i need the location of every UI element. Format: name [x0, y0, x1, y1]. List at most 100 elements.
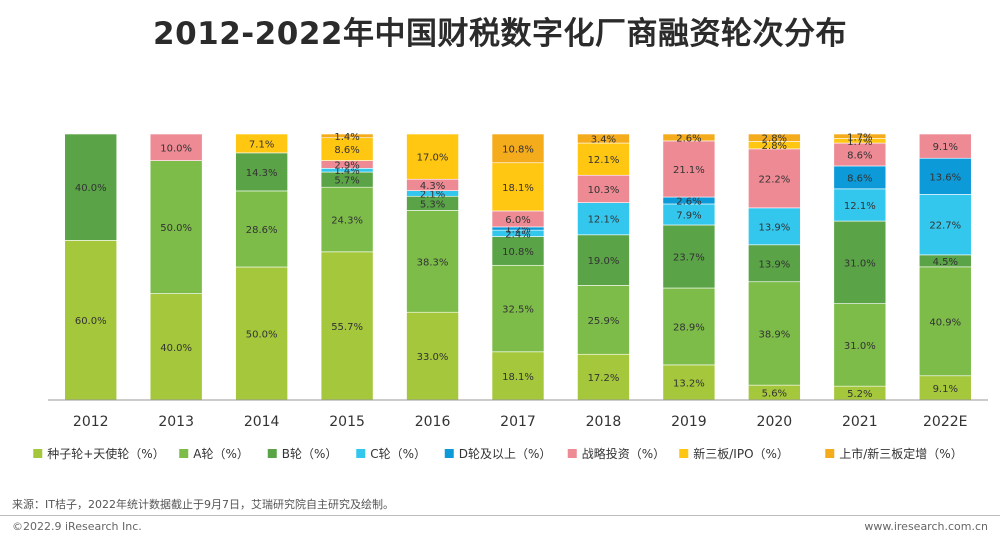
bar-segment-2018-1 [577, 285, 630, 355]
data-label-2022E-0: 9.1% [933, 384, 958, 395]
bar-segment-2020-1 [748, 281, 801, 386]
data-label-2013-5: 10.0% [160, 143, 192, 154]
bar-segment-2019-1 [662, 287, 716, 366]
legend-label-3: C轮（%） [370, 447, 426, 461]
bar-segment-2017-7 [491, 133, 545, 164]
data-label-2017-6: 18.1% [502, 183, 534, 194]
bar-segment-2018-5 [577, 174, 630, 203]
data-label-2019-3: 7.9% [676, 210, 701, 221]
bar-segment-2013-0 [149, 293, 203, 401]
data-label-2017-2: 10.8% [502, 247, 534, 258]
data-label-2021-1: 31.0% [844, 341, 876, 352]
legend-swatch-5 [567, 449, 577, 458]
source-note: 来源：IT桔子，2022年统计数据截止于9月7日，艾瑞研究院自主研究及绘制。 [12, 498, 394, 511]
x-tick-label-2016: 2016 [415, 414, 451, 430]
legend-swatch-1 [179, 449, 189, 458]
data-label-2019-1: 28.9% [673, 322, 705, 333]
data-label-2017-0: 18.1% [502, 372, 534, 383]
bar-segment-2021-7 [833, 133, 887, 139]
legend-label-0: 种子轮+天使轮（%） [47, 446, 164, 461]
data-label-2017-4: 1.2% [505, 225, 530, 236]
legend-label-4: D轮及以上（%） [459, 447, 552, 461]
data-label-2018-0: 17.2% [588, 373, 620, 384]
bar-segment-2015-1 [320, 186, 374, 253]
bar-segment-2019-2 [662, 224, 716, 289]
data-label-2020-5: 22.2% [758, 174, 790, 185]
data-label-2016-1: 38.3% [417, 257, 449, 268]
bar-segment-2016-0 [406, 311, 459, 401]
data-label-2019-0: 13.2% [673, 378, 705, 389]
bar-segment-2013-5 [149, 133, 203, 161]
website-link[interactable]: www.iresearch.com.cn [864, 520, 988, 533]
data-label-2018-5: 10.3% [588, 185, 620, 196]
x-tick-label-2022E: 2022E [923, 414, 967, 430]
bar-segment-2013-1 [149, 160, 203, 294]
data-label-2012-0: 60.0% [75, 316, 107, 327]
stacked-bar-chart: 60.0% 40.0% 40.0% 50.0% 10.0% 50.0% 28.6% 14.3%… [33, 132, 988, 461]
data-label-2018-1: 25.9% [588, 316, 620, 327]
bar-segment-2020-2 [748, 244, 801, 283]
data-label-2015-2: 5.7% [334, 176, 359, 187]
data-label-2020-6: 2.8% [762, 141, 787, 152]
data-label-2021-6: 1.7% [847, 137, 872, 148]
x-tick-label-2018: 2018 [586, 414, 622, 430]
bar-segment-2015-7 [320, 133, 374, 139]
data-label-2016-6: 17.0% [417, 153, 449, 164]
bar-segment-2020-7 [748, 133, 801, 142]
data-label-2022E-1: 40.9% [929, 317, 961, 328]
bar-segment-2020-3 [748, 207, 801, 246]
data-label-2014-0: 50.0% [246, 330, 278, 341]
data-label-2020-3: 13.9% [758, 222, 790, 233]
legend-label-1: A轮（%） [193, 447, 249, 461]
bar-segment-2020-5 [748, 148, 801, 209]
data-label-2014-6: 7.1% [249, 139, 274, 150]
data-label-2018-7: 3.4% [591, 135, 616, 146]
x-tick-label-2014: 2014 [244, 414, 280, 430]
bar-segment-2018-6 [577, 142, 630, 176]
data-label-2017-7: 10.8% [502, 144, 534, 155]
data-label-2015-5: 2.9% [334, 160, 359, 171]
bar-segment-2019-7 [662, 133, 716, 142]
legend-swatch-7 [825, 449, 835, 458]
data-label-2021-4: 8.6% [847, 173, 872, 184]
data-label-2016-0: 33.0% [417, 352, 449, 363]
data-label-2016-5: 4.3% [420, 181, 445, 192]
legend-swatch-4 [444, 449, 454, 458]
data-label-2018-3: 12.1% [588, 215, 620, 226]
data-label-2015-0: 55.7% [331, 322, 363, 333]
data-label-2013-0: 40.0% [160, 343, 192, 354]
legend-label-7: 上市/新三板定增（%） [839, 446, 962, 461]
data-label-2014-2: 14.3% [246, 168, 278, 179]
footer-divider [0, 515, 1000, 516]
legend-swatch-0 [33, 449, 43, 458]
legend: 种子轮+天使轮（%） A轮（%） B轮（%） C轮（%） D轮及以上（%） 战略投资（%）… [33, 446, 963, 461]
bar-segment-2018-2 [577, 234, 630, 286]
legend-label-6: 新三板/IPO（%） [693, 446, 789, 461]
x-tick-label-2019: 2019 [671, 414, 707, 430]
data-label-2021-2: 31.0% [844, 258, 876, 269]
data-label-2018-6: 12.1% [588, 155, 620, 166]
data-label-2019-2: 23.7% [673, 252, 705, 263]
data-label-2022E-2: 4.5% [933, 257, 958, 268]
data-label-2019-5: 21.1% [673, 165, 705, 176]
x-tick-label-2017: 2017 [500, 414, 536, 430]
bar-segment-2021-2 [833, 220, 887, 304]
data-label-2017-3: 2.4% [505, 229, 530, 240]
bar-segment-2016-6 [406, 133, 459, 180]
bar-segment-2019-5 [662, 140, 716, 198]
bar-segment-2012-0 [64, 240, 118, 401]
x-tick-label-2013: 2013 [158, 414, 194, 430]
bar-segment-2017-6 [491, 162, 545, 212]
bar-segment-2022E-5 [918, 133, 972, 159]
x-tick-labels: 2012 2013 2014 2015 2016 2017 2018 2019 2020 2021… [73, 414, 968, 430]
bar-segment-2018-3 [577, 202, 630, 236]
legend-swatch-6 [679, 449, 689, 458]
data-label-2017-5: 6.0% [505, 215, 530, 226]
bar-segment-2014-2 [235, 152, 288, 192]
chart-title: 2012-2022年中国财税数字化厂商融资轮次分布 [153, 16, 847, 52]
data-label-2020-7: 2.8% [762, 134, 787, 145]
data-label-2019-4: 2.6% [676, 197, 701, 208]
x-tick-label-2021: 2021 [842, 414, 878, 430]
data-label-2015-7: 1.4% [334, 132, 359, 143]
data-label-2020-1: 38.9% [758, 329, 790, 340]
